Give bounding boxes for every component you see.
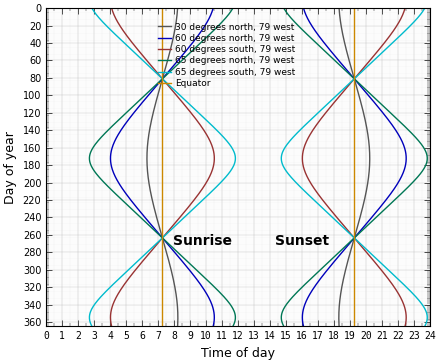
Equator: [160, 135, 165, 139]
Line: 30 degrees north, 79 west: 30 degrees north, 79 west: [147, 9, 178, 327]
30 degrees north, 79 west: [175, 324, 180, 329]
30 degrees north, 79 west: [175, 309, 180, 314]
30 degrees north, 79 west: [155, 94, 160, 98]
65 degrees south, 79 west: [114, 279, 119, 283]
Line: 65 degrees south, 79 west: 65 degrees south, 79 west: [89, 9, 235, 327]
65 degrees south, 79 west: [157, 74, 162, 78]
60 degrees south, 79 west: [124, 279, 129, 283]
60 degrees north, 79 west: [211, 309, 216, 314]
Text: Sunset: Sunset: [275, 234, 329, 248]
60 degrees south, 79 west: [158, 74, 163, 78]
60 degrees south, 79 west: [109, 7, 114, 11]
60 degrees north, 79 west: [115, 133, 121, 138]
65 degrees north, 79 west: [141, 94, 147, 98]
Y-axis label: Day of year: Day of year: [4, 131, 17, 204]
65 degrees north, 79 west: [99, 135, 104, 139]
65 degrees south, 79 west: [219, 133, 224, 138]
Legend: 30 degrees north, 79 west, 60 degrees north, 79 west, 60 degrees south, 79 west,: 30 degrees north, 79 west, 60 degrees no…: [154, 19, 299, 92]
60 degrees south, 79 west: [205, 133, 210, 138]
65 degrees south, 79 west: [178, 94, 183, 98]
65 degrees south, 79 west: [89, 324, 95, 329]
60 degrees north, 79 west: [210, 324, 216, 329]
30 degrees north, 79 west: [146, 135, 151, 139]
65 degrees north, 79 west: [230, 324, 235, 329]
65 degrees north, 79 west: [205, 279, 211, 283]
Equator: [160, 279, 165, 283]
Equator: [160, 74, 165, 78]
Line: 60 degrees south, 79 west: 60 degrees south, 79 west: [110, 9, 214, 327]
60 degrees north, 79 west: [114, 135, 119, 139]
65 degrees north, 79 west: [100, 133, 106, 138]
60 degrees north, 79 west: [210, 7, 216, 11]
X-axis label: Time of day: Time of day: [201, 347, 275, 360]
Equator: [160, 324, 165, 329]
Equator: [160, 309, 165, 314]
Text: Sunrise: Sunrise: [173, 234, 232, 248]
65 degrees north, 79 west: [162, 74, 168, 78]
65 degrees north, 79 west: [230, 7, 235, 11]
60 degrees north, 79 west: [162, 74, 167, 78]
30 degrees north, 79 west: [146, 133, 151, 138]
30 degrees north, 79 west: [175, 7, 180, 11]
Equator: [160, 7, 165, 11]
Equator: [160, 133, 165, 138]
60 degrees north, 79 west: [145, 94, 150, 98]
60 degrees north, 79 west: [195, 279, 201, 283]
65 degrees north, 79 west: [231, 309, 237, 314]
Equator: [160, 94, 165, 98]
30 degrees north, 79 west: [161, 74, 166, 78]
60 degrees south, 79 west: [205, 135, 211, 139]
Line: 60 degrees north, 79 west: 60 degrees north, 79 west: [110, 9, 214, 327]
30 degrees north, 79 west: [171, 279, 176, 283]
60 degrees south, 79 west: [109, 324, 114, 329]
65 degrees south, 79 west: [88, 309, 93, 314]
65 degrees south, 79 west: [90, 7, 95, 11]
65 degrees south, 79 west: [221, 135, 226, 139]
60 degrees south, 79 west: [175, 94, 180, 98]
60 degrees south, 79 west: [108, 309, 114, 314]
Line: 65 degrees north, 79 west: 65 degrees north, 79 west: [89, 9, 235, 327]
